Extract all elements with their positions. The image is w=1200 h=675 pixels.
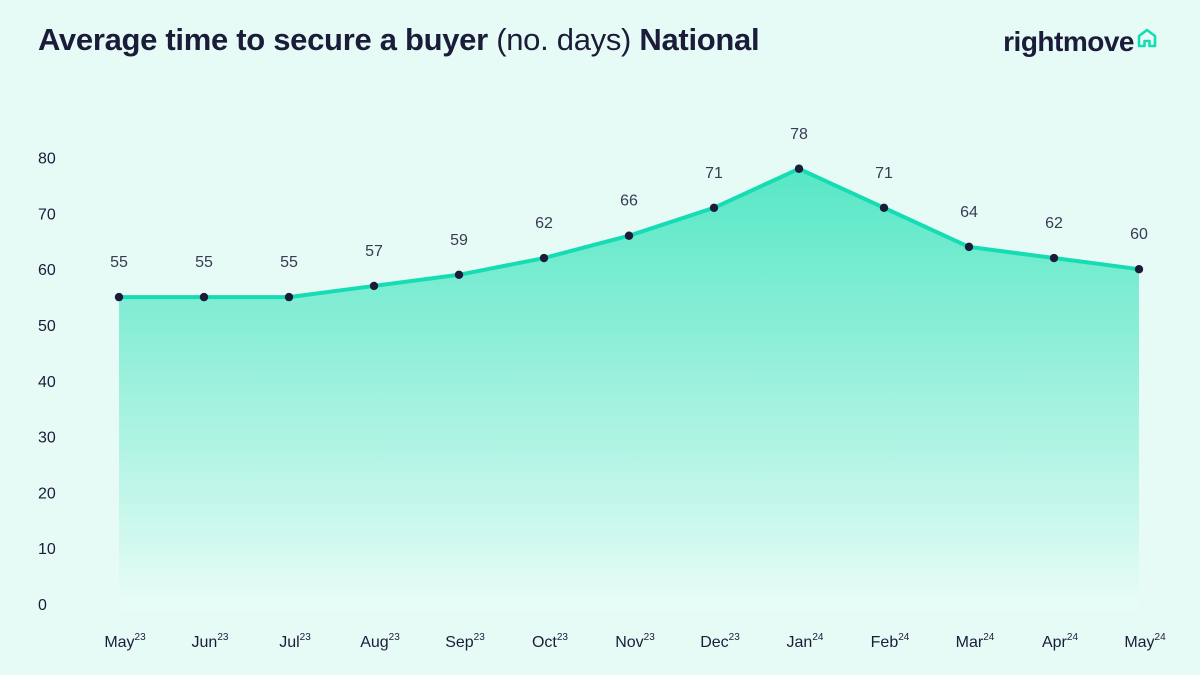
title-main: Average time to secure a buyer bbox=[38, 22, 488, 57]
data-point bbox=[1049, 253, 1059, 263]
data-label: 55 bbox=[280, 254, 298, 271]
y-tick-label: 50 bbox=[38, 318, 56, 335]
data-label: 59 bbox=[450, 232, 468, 249]
data-label: 62 bbox=[535, 215, 553, 232]
data-label: 57 bbox=[365, 243, 383, 260]
x-tick-label: Apr24 bbox=[1042, 632, 1078, 651]
x-tick-label: Dec23 bbox=[700, 632, 740, 651]
y-tick-label: 60 bbox=[38, 262, 56, 279]
page-title: Average time to secure a buyer (no. days… bbox=[38, 22, 760, 58]
y-tick-label: 80 bbox=[38, 151, 56, 168]
x-tick-label: Jan24 bbox=[787, 632, 824, 651]
title-unit: (no. days) bbox=[496, 22, 632, 57]
x-tick-label: Mar24 bbox=[956, 632, 995, 651]
house-icon bbox=[1136, 27, 1158, 54]
y-tick-label: 20 bbox=[38, 485, 56, 502]
data-label: 71 bbox=[705, 165, 723, 182]
data-point bbox=[539, 253, 549, 263]
data-point bbox=[1134, 265, 1144, 274]
x-tick-label: May24 bbox=[1124, 632, 1166, 651]
data-label: 60 bbox=[1130, 226, 1148, 243]
area-fill bbox=[119, 168, 1139, 610]
data-point bbox=[709, 203, 719, 213]
title-region: National bbox=[639, 22, 760, 57]
rightmove-logo: rightmove bbox=[1003, 26, 1158, 58]
data-points bbox=[114, 164, 1144, 302]
data-label: 66 bbox=[620, 193, 638, 210]
y-tick-label: 70 bbox=[38, 206, 56, 223]
x-tick-label: May23 bbox=[104, 632, 146, 651]
data-label: 55 bbox=[195, 254, 213, 271]
data-point bbox=[454, 270, 464, 279]
data-point bbox=[284, 292, 294, 302]
data-label: 62 bbox=[1045, 215, 1063, 232]
logo-wordmark: rightmove bbox=[1003, 26, 1134, 57]
data-label: 78 bbox=[790, 126, 808, 143]
data-point bbox=[879, 203, 889, 213]
data-point bbox=[964, 242, 974, 252]
data-point bbox=[624, 231, 634, 240]
x-tick-label: Sep23 bbox=[445, 632, 485, 651]
x-tick-label: Nov23 bbox=[615, 632, 655, 651]
data-point bbox=[794, 164, 804, 173]
x-tick-label: Oct23 bbox=[532, 632, 568, 651]
data-label: 71 bbox=[875, 165, 893, 182]
data-label: 55 bbox=[110, 254, 128, 271]
data-point bbox=[114, 292, 124, 302]
data-point bbox=[369, 281, 379, 291]
y-tick-label: 0 bbox=[38, 597, 47, 614]
x-axis: May23 Jun23 Jul23 Aug23 Sep23 Oct23 Nov23 Dec23… bbox=[104, 632, 1166, 651]
x-tick-label: Aug23 bbox=[360, 632, 400, 651]
data-labels: 55 55 55 57 59 62 66 71 78 71 64 62 60 bbox=[110, 126, 1148, 271]
data-point bbox=[199, 292, 209, 302]
data-label: 64 bbox=[960, 204, 978, 221]
x-tick-label: Jul23 bbox=[279, 632, 311, 651]
y-tick-label: 10 bbox=[38, 541, 56, 558]
y-tick-label: 40 bbox=[38, 374, 56, 391]
x-tick-label: Jun23 bbox=[192, 632, 229, 651]
x-tick-label: Feb24 bbox=[871, 632, 910, 651]
y-axis: 0 10 20 30 40 50 60 70 80 bbox=[38, 151, 56, 614]
y-tick-label: 30 bbox=[38, 430, 56, 447]
